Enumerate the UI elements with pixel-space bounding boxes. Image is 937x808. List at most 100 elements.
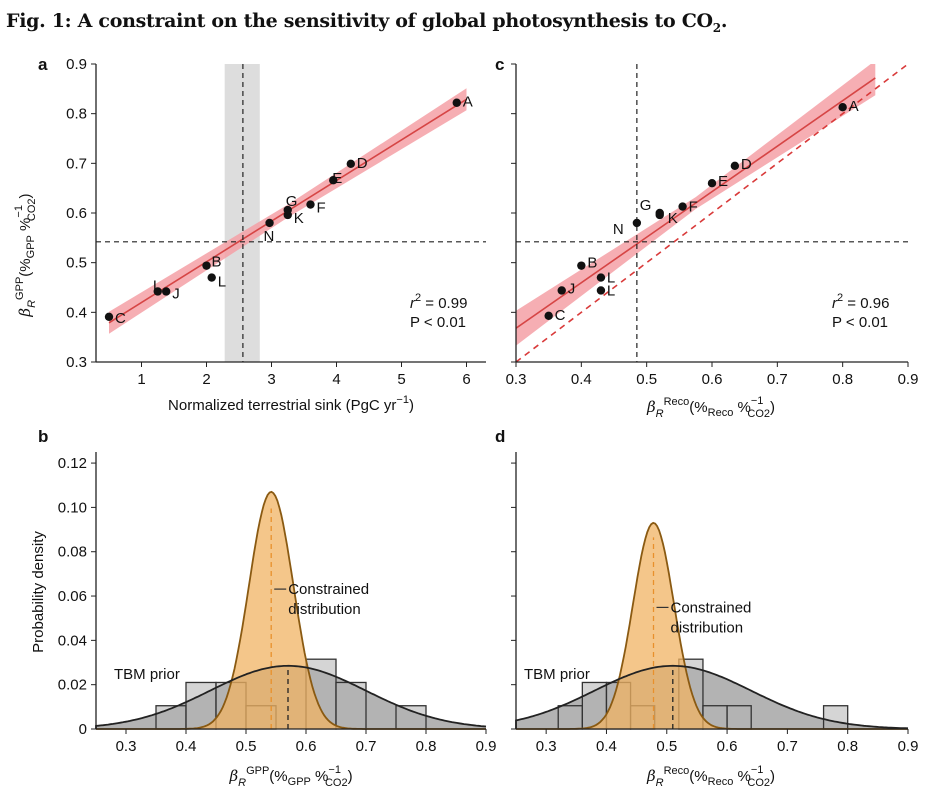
x-tick-label: 0.6: [296, 738, 317, 755]
xlabel-label-sub3: CO2: [747, 408, 770, 420]
y-label-sub: R: [26, 300, 38, 308]
uncertainty-shade: [224, 64, 260, 362]
data-point-N: [632, 218, 642, 228]
point-label-G: G: [640, 197, 652, 214]
xlabel-axis-label: βRReco(%Reco %−1 CO2): [646, 395, 775, 420]
point-label-K: K: [294, 210, 304, 227]
xlabel-label-end: ): [348, 768, 353, 785]
xlabel-label-sub: R: [656, 777, 664, 789]
point-label-L: L: [607, 270, 615, 287]
figure-title-end: .: [720, 10, 728, 32]
data-point-N: [265, 218, 274, 228]
x-tick-label: 0.9: [898, 371, 919, 388]
data-point-D: [730, 161, 740, 171]
data-point-L: [207, 273, 216, 282]
r-squared-sup: 2: [415, 292, 421, 304]
constrained-label-line1: Constrained: [671, 599, 752, 616]
x-tick-label: 1: [137, 371, 145, 388]
data-point-B: [577, 261, 586, 270]
constrained-label-line1: Constrained: [288, 581, 369, 598]
y-label-sub2: GPP: [25, 235, 37, 258]
panel-letter-b: b: [38, 427, 48, 446]
xlabel-label-mid: %: [733, 399, 751, 416]
point-label-B: B: [587, 255, 597, 272]
one-to-one-line: [516, 64, 908, 362]
xlabel-label-sub: R: [656, 408, 664, 420]
point-label-E: E: [718, 173, 728, 190]
point-label-J: J: [568, 280, 576, 297]
p-value-label: P < 0.01: [832, 314, 888, 331]
x-tick-label: 3: [267, 371, 275, 388]
prior-distribution-curve: [95, 664, 487, 729]
xlabel-label-end: ): [770, 768, 775, 785]
y-axis-label-b: Probability density: [30, 531, 47, 653]
figure-title-subscript: 2: [712, 20, 721, 35]
point-label-F: F: [689, 199, 698, 216]
data-point-G: [283, 205, 292, 215]
histogram-bar: [822, 705, 849, 730]
x-tick-label: 0.7: [777, 738, 798, 755]
prior-distribution-curve: [515, 664, 909, 730]
xlabel-label-mid: %: [733, 768, 751, 785]
x-tick-label: 0.4: [596, 738, 617, 755]
histogram-bar: [335, 681, 367, 730]
y-tick-label: 0.10: [58, 499, 87, 516]
y-label-mid: %: [17, 218, 34, 236]
r-squared-value: = 0.99: [421, 295, 467, 312]
data-point-J: [162, 287, 171, 296]
y-label-beta: β: [16, 308, 34, 318]
confidence-band: [516, 64, 876, 346]
x-tick-label: 0.9: [898, 738, 919, 755]
xlabel-label-sup: Reco: [664, 765, 690, 777]
x-tick-label: 0.4: [571, 371, 592, 388]
data-point-L: [596, 286, 606, 295]
y-label-text: βRGPP(%GPP %−1CO2): [13, 193, 38, 317]
xlabel-label-beta: β: [646, 398, 656, 416]
x-tick-label: 0.4: [176, 738, 197, 755]
point-label-K: K: [668, 210, 678, 227]
y-tick-label: 0.12: [58, 455, 87, 472]
r-squared-value: = 0.96: [843, 295, 889, 312]
y-label-end: ): [17, 193, 34, 198]
x-tick-label: 0.3: [536, 738, 557, 755]
x-tick-label: 0.5: [636, 371, 657, 388]
xlabel-label-beta: β: [646, 767, 656, 785]
p-value-label: P < 0.01: [410, 314, 466, 331]
data-point-E: [707, 179, 717, 188]
regression-line: [516, 77, 876, 329]
x-tick-label: 0.3: [116, 738, 137, 755]
p-value-text: P < 0.01: [832, 314, 888, 331]
r-squared-sup: 2: [837, 292, 843, 304]
point-label-E: E: [332, 170, 342, 187]
histogram-panel-b: Constrained distribution TBM prior 0.3 0.4 0.…: [58, 452, 496, 755]
y-label-sup: GPP: [14, 277, 26, 300]
xlabel-label-sup2: −1: [328, 764, 341, 776]
y-tick-label: 0.02: [58, 677, 87, 694]
point-label-A: A: [463, 94, 473, 111]
xlabel-label-sub2: GPP: [288, 776, 311, 788]
x-tick-label: 0.8: [837, 738, 858, 755]
x-tick-label: 6: [462, 371, 470, 388]
y-tick-label: 0.9: [66, 56, 87, 73]
x-tick-label: 0.5: [236, 738, 257, 755]
xlabel-label-sup: GPP: [246, 765, 269, 777]
y-tick-label: 0.7: [66, 155, 87, 172]
x-tick-label: 0.8: [416, 738, 437, 755]
r-squared-label: r2 = 0.96: [832, 292, 889, 312]
point-label-N: N: [613, 221, 624, 238]
histogram-bar: [395, 705, 427, 730]
panel-letter-a: a: [38, 55, 48, 74]
constrained-label-line2: distribution: [671, 619, 744, 636]
point-label-L: L: [607, 282, 615, 299]
data-point-F: [306, 200, 315, 209]
xlabel-label-sub2: Reco: [708, 776, 734, 788]
xlabel-label-end: ): [770, 399, 775, 416]
xlabel-axis-label: βRReco(%Reco %−1 CO2): [646, 764, 775, 789]
data-point-E: [329, 176, 338, 185]
data-point-A: [452, 98, 461, 107]
y-label-rest: (%: [17, 258, 34, 276]
point-label-L: L: [218, 274, 226, 291]
point-label-C: C: [555, 307, 566, 324]
histogram-panel-d: Constrained distribution TBM prior 0.3 0.4 0.…: [511, 452, 918, 755]
